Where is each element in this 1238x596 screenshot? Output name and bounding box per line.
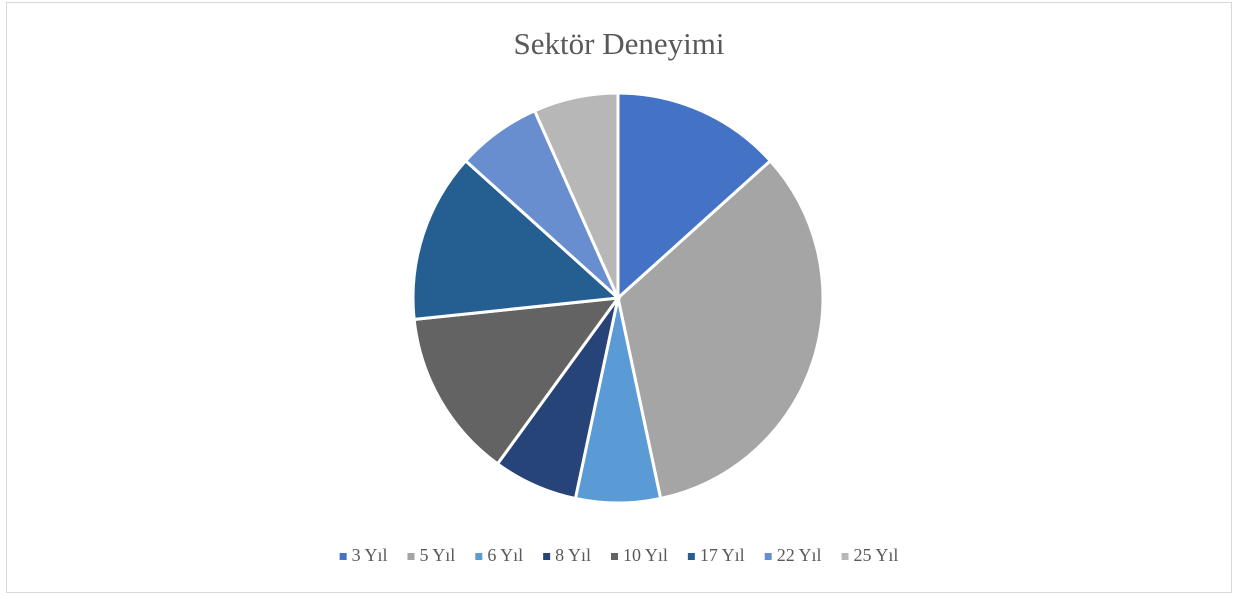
legend-label: 25 Yıl [854, 545, 899, 565]
legend-swatch [475, 553, 483, 560]
legend-swatch [687, 553, 695, 560]
legend-swatch [611, 553, 618, 560]
legend-swatch [764, 553, 772, 560]
legend-swatch [407, 553, 415, 560]
pie-slice [412, 296, 622, 466]
legend-label: 3 Yıl [352, 545, 388, 565]
pie-slice [616, 158, 825, 501]
legend-label: 17 Yıl [700, 545, 745, 565]
legend-label: 6 Yıl [487, 545, 523, 565]
legend-label: 8 Yıl [555, 545, 591, 565]
legend-swatch [841, 553, 849, 560]
legend-swatch [339, 553, 347, 560]
legend-swatch [543, 553, 551, 560]
legend-label: 5 Yıl [419, 545, 455, 565]
legend-label: 22 Yıl [777, 545, 822, 565]
legend-label: 10 Yıl [623, 545, 668, 565]
pie-slice [616, 91, 773, 302]
chart-title: Sektör Deneyimi [514, 26, 725, 61]
pie-slice [532, 91, 620, 299]
pie-slice [411, 158, 622, 322]
